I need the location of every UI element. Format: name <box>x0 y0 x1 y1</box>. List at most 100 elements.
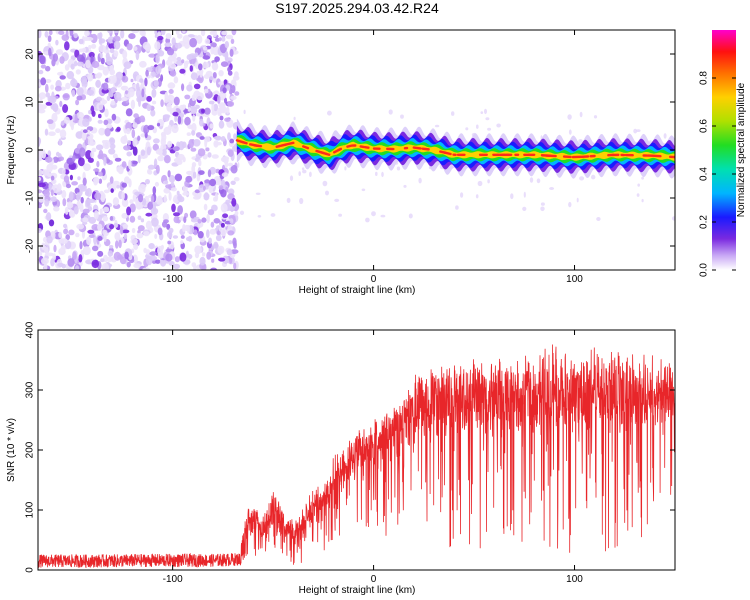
noise-speck <box>188 139 194 149</box>
noise-speck <box>53 244 57 253</box>
noise-speck <box>91 259 100 269</box>
noise-speck <box>145 220 152 230</box>
noise-speck <box>73 206 79 215</box>
noise-speck <box>220 189 227 198</box>
noise-speck <box>109 216 114 221</box>
noise-speck <box>193 195 201 200</box>
noise-speck <box>193 139 201 147</box>
noise-speck <box>222 87 227 94</box>
faint-speck <box>485 117 490 121</box>
faint-speck <box>522 206 527 211</box>
noise-speck <box>142 41 151 50</box>
noise-speck <box>59 56 65 64</box>
noise-speck <box>120 30 125 39</box>
noise-speck <box>43 208 48 214</box>
noise-speck <box>71 89 76 98</box>
noise-speck <box>185 175 193 183</box>
noise-speck <box>218 257 226 262</box>
faint-speck <box>257 215 262 218</box>
ridge-peak <box>240 140 248 145</box>
noise-speck <box>211 258 215 263</box>
noise-speck <box>65 234 70 241</box>
noise-speck <box>131 227 136 234</box>
faint-speck <box>325 190 329 196</box>
noise-speck <box>193 229 198 236</box>
noise-speck <box>38 182 46 188</box>
noise-speck <box>120 97 128 102</box>
noise-speck <box>194 189 201 194</box>
noise-speck <box>66 71 75 80</box>
noise-speck <box>121 182 127 188</box>
noise-speck <box>57 183 62 192</box>
noise-speck <box>117 97 122 102</box>
noise-speck <box>139 78 144 83</box>
noise-speck <box>138 194 144 203</box>
colorbar-ticks: 0.0 0.2 0.4 0.6 0.8 <box>699 71 736 277</box>
noise-speck <box>152 100 157 105</box>
noise-speck <box>74 114 78 124</box>
noise-speck <box>143 247 148 254</box>
noise-speck <box>152 186 157 195</box>
noise-speck <box>220 203 228 213</box>
noise-speck <box>82 246 91 256</box>
snr-y-tick-label: 100 <box>25 501 36 518</box>
noise-speck <box>165 37 171 44</box>
noise-speck <box>172 111 179 117</box>
faint-speck <box>567 114 572 120</box>
noise-speck <box>167 170 171 178</box>
noise-speck <box>48 30 53 36</box>
noise-speck <box>228 188 235 196</box>
noise-speck <box>44 128 49 136</box>
noise-speck <box>224 41 229 49</box>
noise-speck <box>121 75 129 83</box>
noise-speck <box>126 43 133 51</box>
spectrogram-x-label: Height of straight line (km) <box>299 285 416 296</box>
noise-speck <box>218 81 226 86</box>
noise-speck <box>58 138 62 146</box>
faint-speck <box>418 177 422 184</box>
noise-speck <box>174 256 180 263</box>
noise-speck <box>111 86 116 94</box>
noise-speck <box>103 233 107 242</box>
noise-speck <box>176 56 182 62</box>
noise-speck <box>218 37 222 42</box>
noise-speck <box>132 146 138 156</box>
faint-speck <box>338 213 342 217</box>
noise-speck <box>154 181 159 187</box>
noise-speck <box>38 194 45 203</box>
noise-speck <box>128 178 132 188</box>
noise-speck <box>83 163 91 172</box>
noise-speck <box>146 146 151 156</box>
noise-speck <box>229 48 234 57</box>
noise-speck <box>133 46 138 51</box>
noise-speck <box>69 30 74 37</box>
noise-speck <box>77 176 81 181</box>
ridge-peak <box>284 141 295 146</box>
noise-speck <box>183 216 187 224</box>
faint-speck <box>579 111 583 118</box>
noise-speck <box>168 191 172 201</box>
noise-speck <box>112 35 121 42</box>
noise-speck <box>157 35 164 41</box>
noise-speck <box>191 94 196 102</box>
noise-speck <box>203 192 210 201</box>
snr-y-tick-label: 0 <box>25 567 36 573</box>
noise-speck <box>113 40 121 50</box>
noise-speck <box>76 61 84 67</box>
faint-speck <box>400 114 404 119</box>
noise-speck <box>127 140 131 146</box>
noise-speck <box>123 61 132 69</box>
noise-speck <box>146 95 153 102</box>
noise-speck <box>220 61 229 67</box>
noise-speck <box>91 60 100 69</box>
noise-speck <box>50 189 54 196</box>
noise-speck <box>166 48 175 56</box>
noise-speck <box>113 251 122 261</box>
noise-speck <box>219 115 224 121</box>
noise-speck <box>94 192 102 200</box>
noise-speck <box>147 201 154 210</box>
noise-speck <box>157 50 165 57</box>
noise-speck <box>86 236 92 246</box>
snr-y-ticks: 0 100 200 300 400 <box>25 321 675 573</box>
noise-speck <box>222 213 229 218</box>
